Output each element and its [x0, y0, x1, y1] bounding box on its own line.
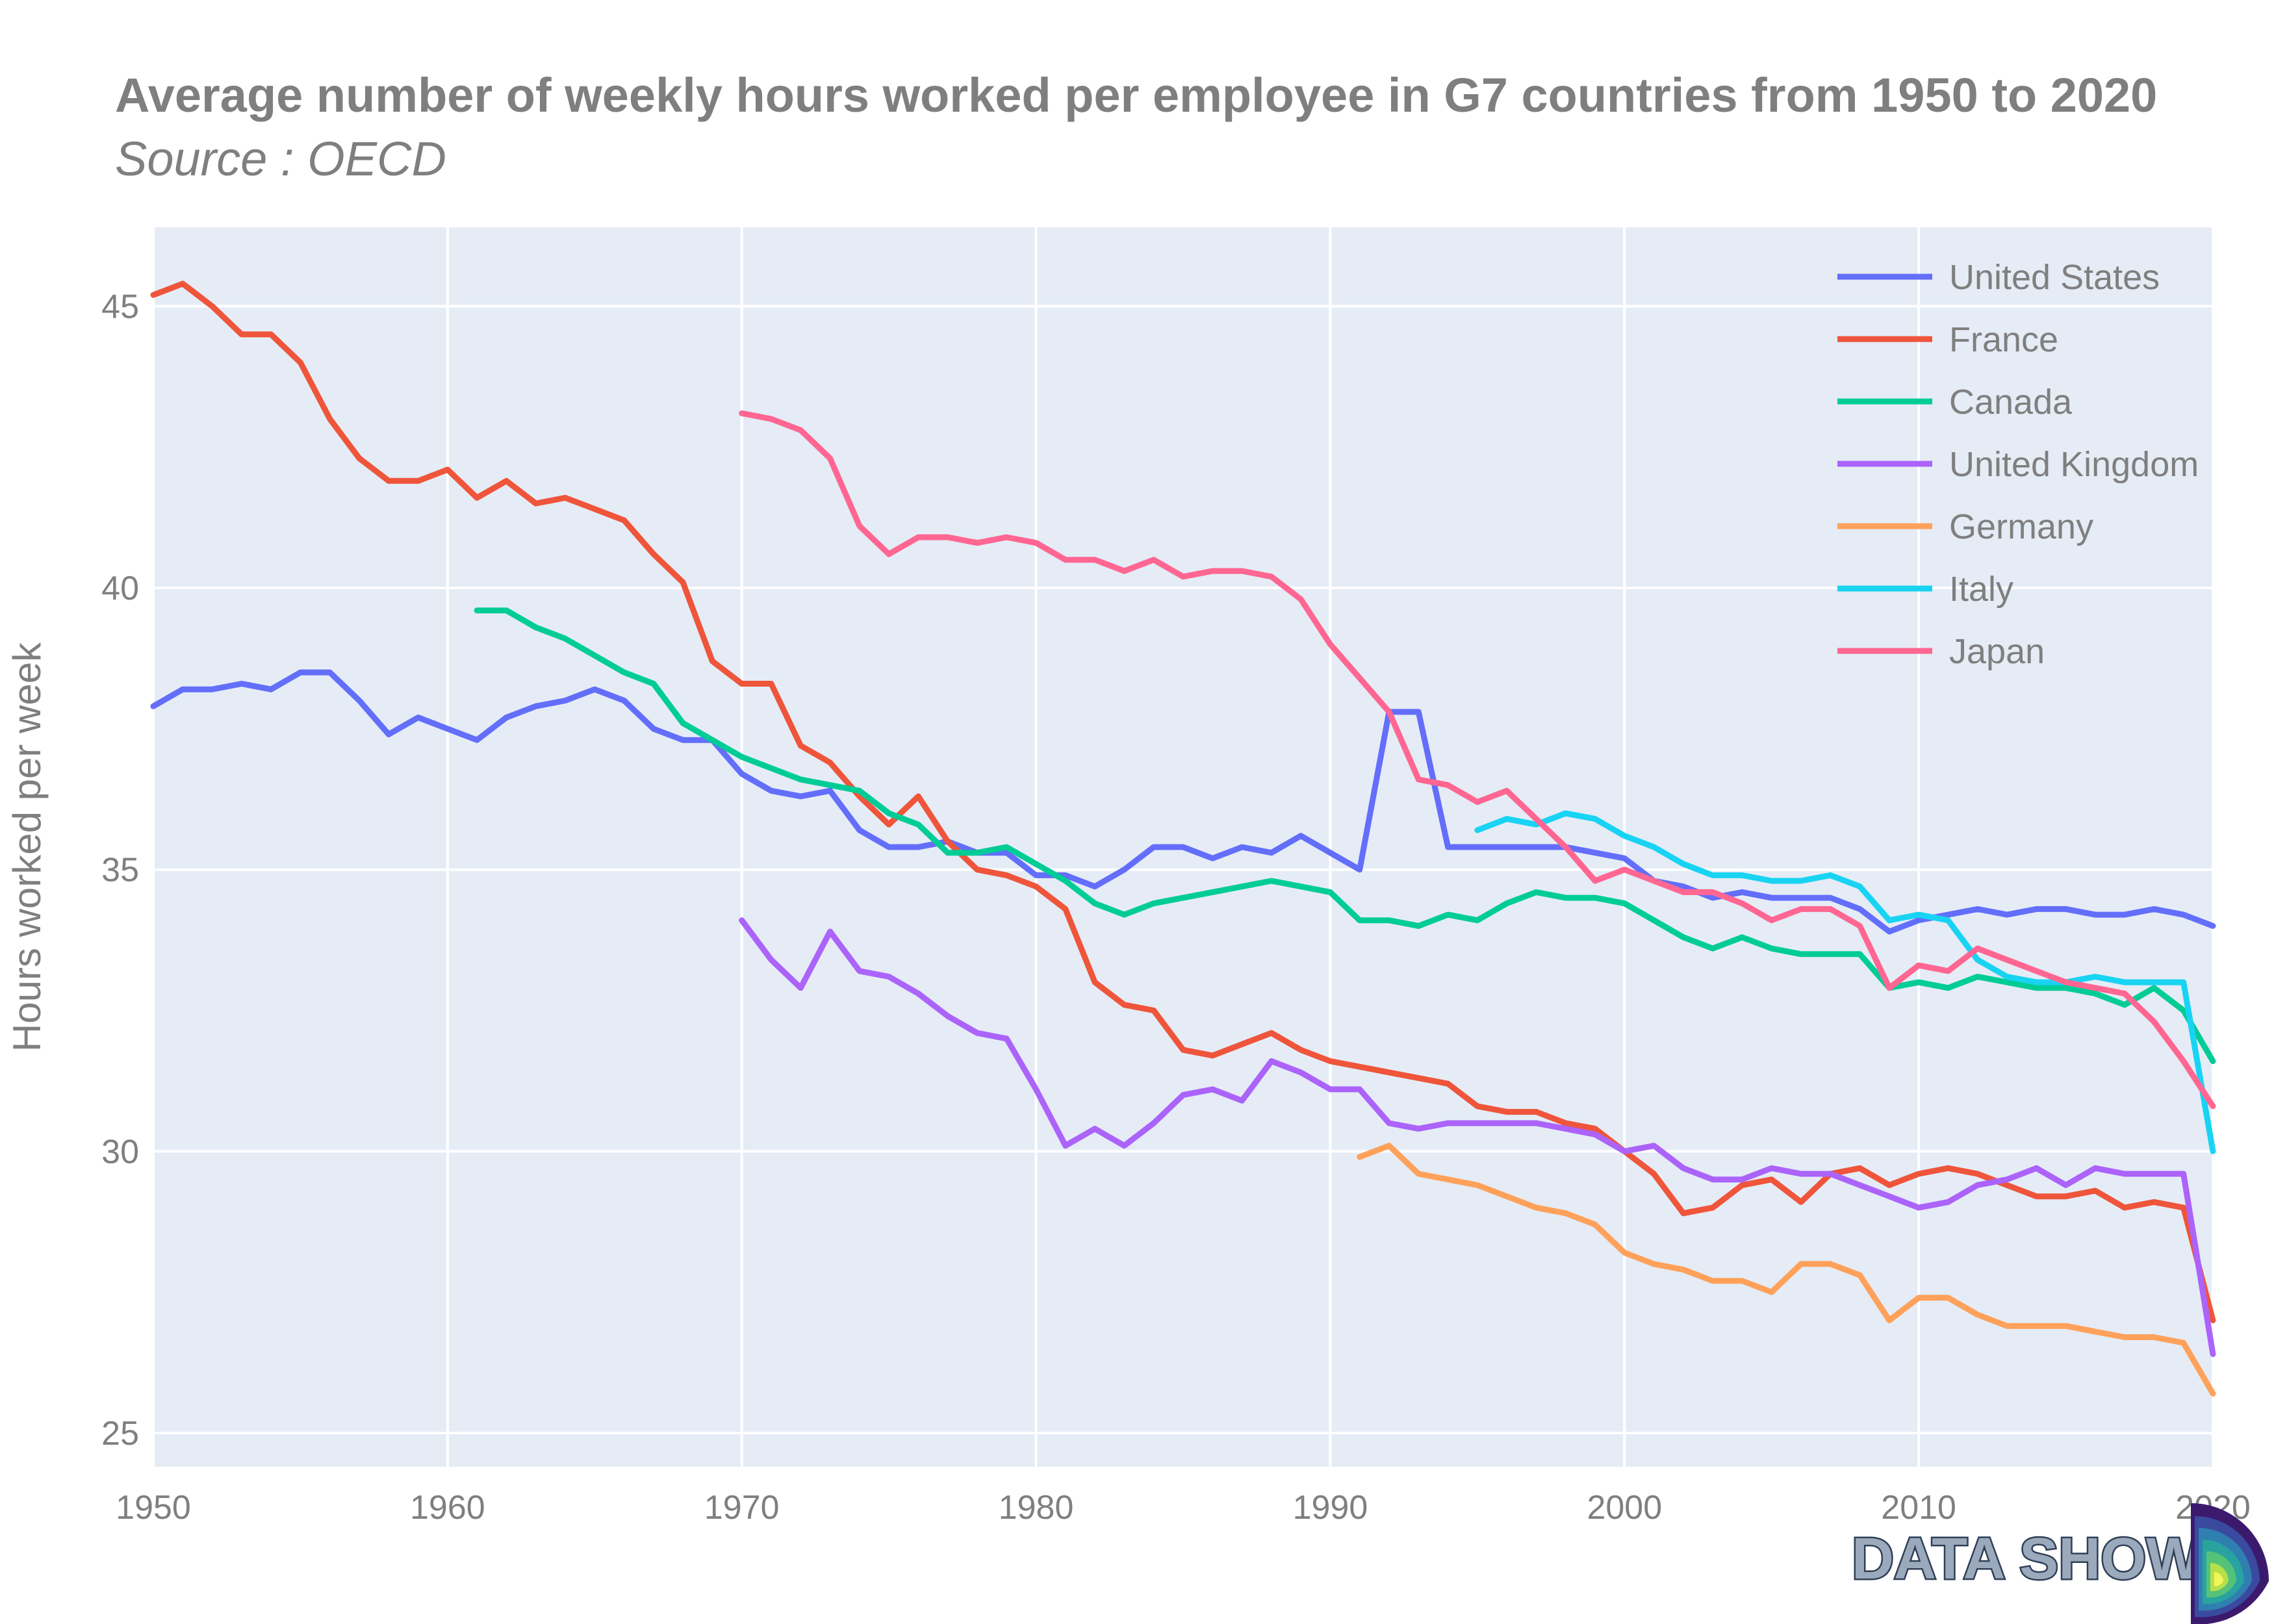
legend: United States France Canada United Kingdom G… — [1837, 258, 2199, 671]
series-line-canada — [474, 607, 2216, 1065]
legend-label: France — [1949, 320, 2058, 359]
brand-logo-icon — [2191, 1503, 2269, 1624]
legend-label: Japan — [1949, 632, 2045, 671]
chart-title: Average number of weekly hours worked pe… — [115, 68, 2158, 122]
y-tick-label: 35 — [101, 852, 139, 889]
y-tick-label: 25 — [101, 1415, 139, 1453]
brand-label: DATA SHOW — [1852, 1527, 2201, 1592]
legend-label: Germany — [1949, 507, 2093, 546]
x-tick-label: 1990 — [1293, 1489, 1368, 1527]
series-line-italy — [1474, 810, 2216, 1154]
x-tick-label: 1980 — [999, 1489, 1074, 1527]
series-line-germany — [1357, 1143, 2216, 1397]
y-axis-label: Hours worked per week — [5, 642, 49, 1052]
legend-label: United Kingdom — [1949, 445, 2199, 484]
y-tick-label: 45 — [101, 288, 139, 325]
chart-subtitle: Source : OECD — [115, 132, 446, 186]
brand-logo-arc — [2214, 1572, 2223, 1586]
series-line-united-states — [150, 669, 2216, 935]
series-line-japan — [739, 410, 2216, 1110]
x-tick-label: 1950 — [116, 1489, 191, 1527]
legend-label: Italy — [1949, 570, 2013, 609]
legend-label: Canada — [1949, 383, 2073, 422]
series-line-united-kingdom — [739, 917, 2216, 1357]
x-tick-label: 2000 — [1587, 1489, 1662, 1527]
y-tick-label: 40 — [101, 570, 139, 607]
x-tick-label: 1960 — [410, 1489, 485, 1527]
series-line-france — [150, 281, 2216, 1323]
x-tick-label: 2010 — [1881, 1489, 1956, 1527]
y-tick-label: 30 — [101, 1133, 139, 1171]
legend-label: United States — [1949, 258, 2160, 297]
x-tick-label: 1970 — [704, 1489, 780, 1527]
